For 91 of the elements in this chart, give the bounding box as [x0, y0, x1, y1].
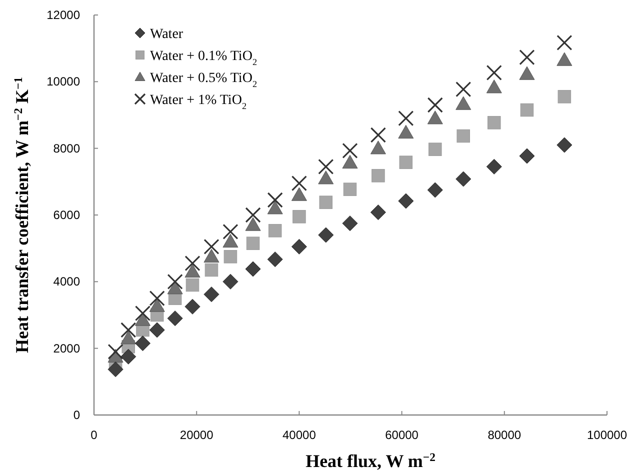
point — [245, 217, 261, 231]
point — [167, 310, 183, 326]
point — [134, 336, 150, 352]
point — [224, 250, 238, 264]
point — [343, 182, 357, 196]
point — [222, 224, 238, 240]
x-tick-label: 20000 — [180, 428, 214, 442]
point — [186, 278, 200, 292]
point — [184, 264, 200, 278]
y-tick-label: 8000 — [53, 141, 80, 156]
point — [246, 236, 260, 250]
point — [245, 207, 261, 223]
x-axis-title: Heat flux, W m$^{−2}$ — [306, 450, 436, 471]
point — [204, 238, 220, 254]
y-tick-label: 6000 — [53, 208, 80, 222]
point — [427, 97, 443, 113]
point — [427, 182, 443, 198]
point — [519, 50, 535, 66]
point — [184, 256, 200, 272]
y-tick-label: 12000 — [46, 8, 80, 22]
point — [398, 124, 414, 139]
x-tick-label: 80000 — [488, 428, 522, 442]
point — [456, 171, 472, 187]
y-tick-label: 0 — [73, 408, 80, 422]
point — [486, 158, 502, 174]
legend-label: Water + 0.5% TiO$_{2}$ — [150, 71, 258, 89]
point — [342, 142, 358, 158]
x-tick-label: 60000 — [385, 428, 419, 442]
point — [372, 169, 385, 182]
point — [167, 274, 183, 290]
point — [149, 290, 165, 306]
point — [268, 224, 282, 238]
point — [222, 274, 238, 290]
point — [456, 96, 472, 110]
point — [342, 154, 358, 169]
y-tick-label: 4000 — [53, 274, 80, 289]
point — [399, 156, 413, 169]
point — [486, 80, 502, 94]
point — [267, 200, 283, 214]
point — [167, 280, 183, 294]
point — [134, 306, 151, 322]
point — [556, 52, 572, 66]
x-tick-label: 0 — [90, 428, 98, 442]
point — [120, 348, 136, 364]
point — [428, 142, 442, 156]
point — [291, 238, 307, 254]
point — [120, 330, 136, 344]
point — [519, 66, 535, 80]
legend-label: Water — [150, 27, 184, 42]
point — [398, 110, 414, 126]
point — [519, 148, 535, 164]
point — [558, 90, 572, 104]
point — [204, 263, 218, 277]
x-tick-label: 100000 — [586, 428, 628, 442]
point — [267, 252, 283, 268]
x-tick-label: 40000 — [282, 428, 316, 442]
y-tick-label: 10000 — [46, 74, 80, 89]
point — [245, 261, 261, 277]
point — [398, 193, 414, 209]
point — [556, 137, 572, 153]
y-tick-label: 2000 — [53, 341, 80, 356]
point — [267, 192, 283, 208]
legend-label: Water + 1% TiO$_{2}$ — [150, 93, 247, 111]
point — [184, 298, 200, 314]
point — [370, 204, 386, 220]
point — [318, 227, 334, 243]
point — [520, 103, 534, 117]
point — [370, 140, 386, 154]
point — [108, 362, 124, 378]
point — [556, 34, 572, 50]
point — [204, 248, 220, 263]
point — [149, 298, 165, 312]
point — [318, 158, 334, 174]
point — [486, 64, 502, 80]
point — [342, 216, 358, 232]
legend-label: Water + 0.1% TiO$_{2}$ — [150, 49, 258, 67]
point — [222, 234, 238, 248]
point — [319, 196, 332, 209]
point — [318, 170, 334, 184]
point — [149, 322, 165, 338]
point — [292, 210, 306, 224]
point — [204, 286, 220, 302]
point — [456, 129, 470, 143]
point — [488, 116, 501, 130]
point — [120, 322, 136, 338]
point — [370, 127, 386, 143]
point — [291, 187, 307, 201]
point — [427, 110, 443, 124]
point — [456, 82, 472, 98]
point — [108, 344, 124, 360]
point — [291, 176, 307, 192]
